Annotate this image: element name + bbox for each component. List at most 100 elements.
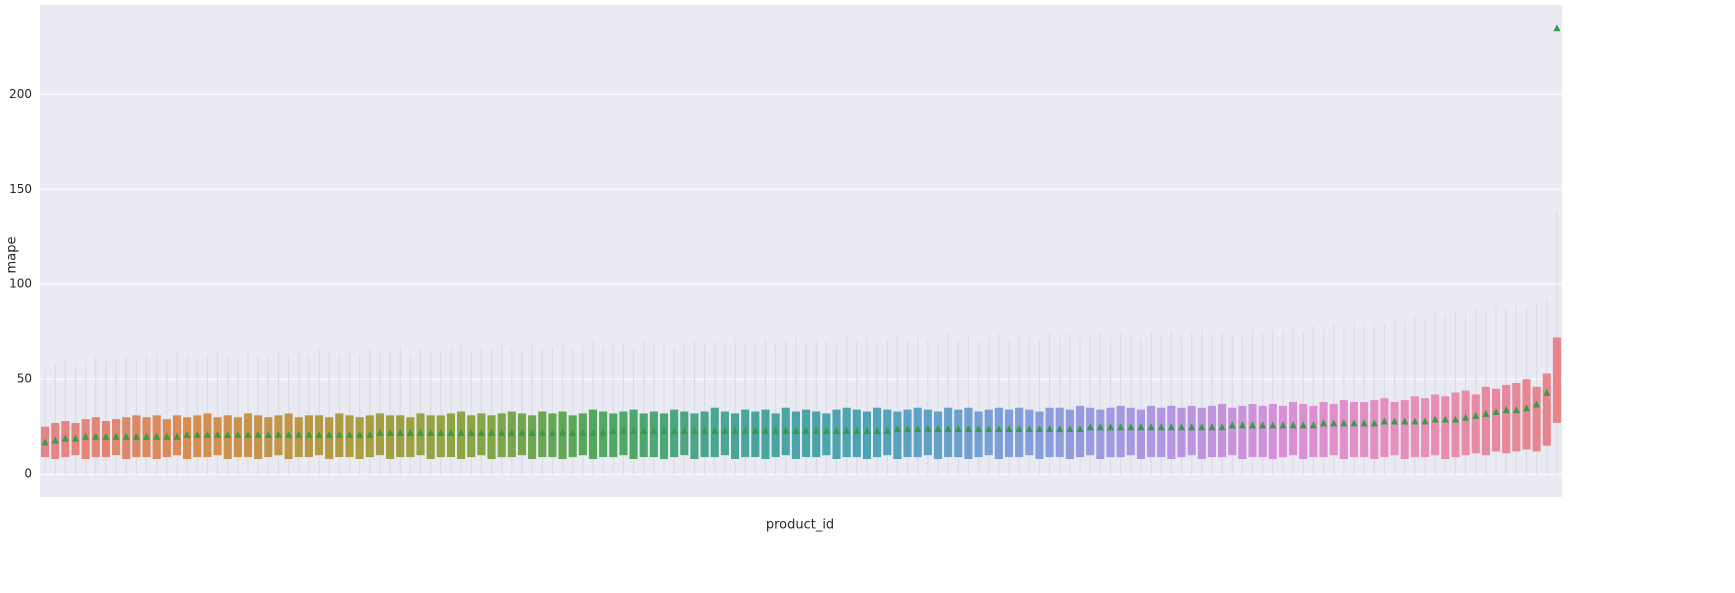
mean-marker (163, 432, 171, 440)
box (396, 415, 405, 458)
mean-marker (670, 427, 678, 435)
mean-marker (883, 427, 891, 435)
box (1065, 409, 1074, 460)
box (1441, 396, 1450, 460)
mean-marker (1533, 400, 1541, 408)
mean-marker (680, 427, 688, 435)
mean-marker (954, 425, 962, 433)
mean-marker (295, 430, 303, 438)
mean-marker (548, 428, 556, 436)
box (426, 415, 435, 460)
mean-marker (386, 428, 394, 436)
box (1360, 402, 1369, 458)
mean-marker (1320, 419, 1328, 427)
mean-marker (1046, 425, 1054, 433)
box (1512, 383, 1521, 452)
mean-marker (802, 427, 810, 435)
mean-marker (721, 427, 729, 435)
mean-marker (1198, 423, 1206, 431)
box (954, 409, 963, 458)
mean-marker (924, 425, 932, 433)
box (568, 415, 577, 458)
box (649, 411, 658, 458)
mean-marker (1411, 417, 1419, 425)
box (1228, 407, 1237, 456)
mean-marker (1431, 415, 1439, 423)
mean-marker (853, 427, 861, 435)
box (1278, 405, 1288, 458)
box (944, 407, 953, 458)
mean-marker (1117, 423, 1125, 431)
y-tick-label: 50 (17, 372, 32, 386)
mean-marker (1127, 423, 1135, 431)
mean-marker (132, 432, 140, 440)
mean-marker (1492, 408, 1500, 416)
box (1380, 398, 1389, 458)
box (791, 411, 800, 460)
mean-marker (1218, 423, 1226, 431)
mean-marker (569, 428, 577, 436)
mean-marker (1157, 423, 1165, 431)
box (1339, 400, 1348, 460)
mean-marker (812, 427, 820, 435)
box (761, 409, 770, 460)
box (730, 413, 740, 460)
mean-marker (711, 427, 719, 435)
mean-marker (1035, 425, 1043, 433)
mean-marker (538, 428, 546, 436)
mean-marker (325, 430, 333, 438)
mean-marker (630, 427, 638, 435)
mean-marker (214, 430, 222, 438)
box (690, 413, 699, 460)
box (639, 413, 648, 458)
mean-marker (1543, 389, 1551, 397)
box (1410, 396, 1419, 458)
y-axis-label: mape (5, 237, 20, 274)
box (183, 417, 192, 460)
y-tick-label: 0 (24, 467, 32, 481)
box (1055, 407, 1064, 458)
box (862, 411, 872, 460)
box (487, 415, 496, 460)
box (1136, 409, 1145, 460)
box (832, 409, 841, 460)
box (923, 409, 932, 456)
mean-marker (1299, 421, 1307, 429)
mean-marker (1279, 421, 1287, 429)
mean-marker (944, 425, 952, 433)
box (1451, 392, 1460, 458)
mean-marker (224, 430, 232, 438)
box (609, 413, 618, 458)
box (1207, 405, 1216, 458)
mean-marker (254, 430, 262, 438)
box (913, 407, 922, 458)
mean-marker (640, 427, 648, 435)
mean-marker (559, 428, 567, 436)
mean-marker (406, 428, 414, 436)
mean-marker (701, 427, 709, 435)
mean-marker (112, 432, 120, 440)
box (1147, 405, 1156, 458)
mean-marker (1188, 423, 1196, 431)
box (1289, 402, 1298, 456)
box (1349, 402, 1359, 458)
box (933, 411, 943, 460)
mean-marker (1512, 406, 1520, 414)
box (1299, 403, 1308, 460)
mean-marker (417, 428, 424, 436)
mean-marker (1238, 421, 1246, 429)
mean-marker (1553, 24, 1561, 32)
mean-marker (447, 428, 455, 436)
box (1552, 337, 1561, 423)
mean-marker (1056, 425, 1064, 433)
mean-marker (792, 427, 800, 435)
box (751, 411, 760, 458)
box (1187, 405, 1196, 456)
box (325, 417, 334, 460)
mean-marker (579, 428, 587, 436)
box (1015, 407, 1024, 458)
mean-marker (1401, 417, 1409, 425)
box (1045, 407, 1054, 458)
box (974, 411, 983, 458)
mean-marker (366, 430, 374, 438)
